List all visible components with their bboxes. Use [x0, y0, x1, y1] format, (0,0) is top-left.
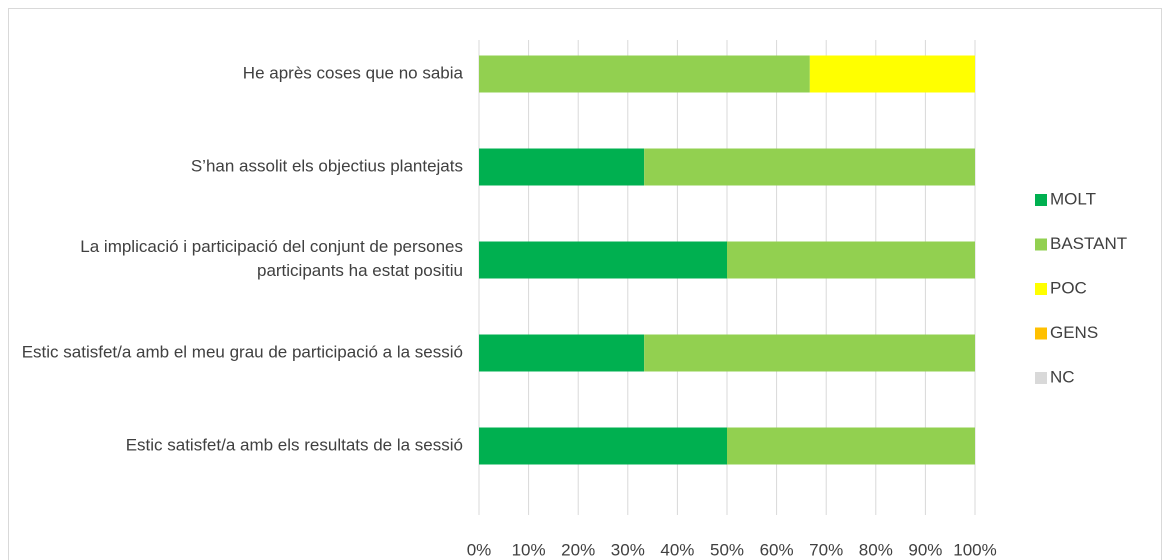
- x-tick-label: 70%: [809, 540, 843, 559]
- legend-swatch: [1035, 194, 1047, 206]
- x-tick-label: 0%: [467, 540, 492, 559]
- legend-swatch: [1035, 372, 1047, 384]
- x-tick-label: 10%: [512, 540, 546, 559]
- x-tick-label: 20%: [561, 540, 595, 559]
- y-tick-label: He après coses que no sabia: [243, 63, 464, 82]
- y-tick-label: Estic satisfet/a amb els resultats de la…: [126, 435, 463, 454]
- legend-swatch: [1035, 238, 1047, 251]
- bar-segment: [809, 55, 975, 93]
- bar-segment: [479, 334, 645, 372]
- x-tick-label: 60%: [760, 540, 794, 559]
- bar-segment: [727, 241, 975, 279]
- x-tick-label: 80%: [859, 540, 893, 559]
- x-tick-label: 50%: [710, 540, 744, 559]
- legend-label: MOLT: [1050, 189, 1096, 208]
- legend-label: BASTANT: [1050, 234, 1127, 253]
- bar-segment: [479, 241, 727, 279]
- legend-label: GENS: [1050, 323, 1098, 342]
- x-tick-label: 30%: [611, 540, 645, 559]
- y-tick-label: La implicació i participació del conjunt…: [80, 237, 463, 280]
- legend-swatch: [1035, 283, 1047, 295]
- y-tick-label: S’han assolit els objectius plantejats: [191, 156, 463, 175]
- legend-label: NC: [1050, 367, 1075, 386]
- x-tick-label: 90%: [908, 540, 942, 559]
- x-tick-label: 40%: [660, 540, 694, 559]
- x-tick-label: 100%: [953, 540, 996, 559]
- legend-swatch: [1035, 327, 1047, 340]
- bar-segment: [644, 148, 975, 186]
- bar-segment: [727, 427, 975, 465]
- bar-segment: [644, 334, 975, 372]
- bar-segment: [479, 427, 727, 465]
- chart-frame: [8, 8, 1162, 560]
- y-tick-label: Estic satisfet/a amb el meu grau de part…: [22, 342, 463, 361]
- bar-segment: [479, 148, 645, 186]
- bar-segment: [479, 55, 810, 93]
- legend-label: POC: [1050, 278, 1087, 297]
